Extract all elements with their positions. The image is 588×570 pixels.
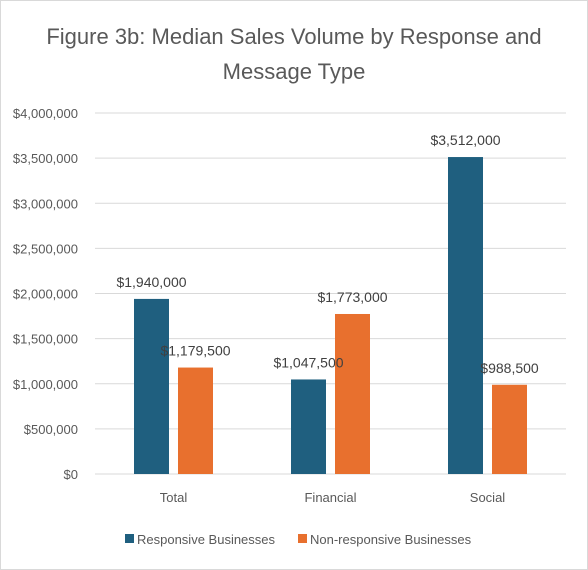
y-tick-label: $500,000 <box>24 422 78 437</box>
y-tick-label: $2,000,000 <box>13 287 78 302</box>
y-tick-label: $0 <box>64 467 78 482</box>
data-label: $1,773,000 <box>317 289 387 305</box>
y-tick-label: $1,500,000 <box>13 332 78 347</box>
y-axis-tick-labels: $0 $500,000 $1,000,000 $1,500,000 $2,000,000… <box>13 106 78 482</box>
bar <box>492 384 527 474</box>
legend-label: Non-responsive Businesses <box>310 532 472 547</box>
data-labels: $1,940,000 $1,179,500 $1,047,500 $1,773,000… <box>116 132 538 376</box>
chart-title-line: Figure 3b: Median Sales Volume by Respon… <box>46 24 541 49</box>
data-label: $3,512,000 <box>430 132 500 148</box>
data-label: $1,940,000 <box>116 274 186 290</box>
legend-label: Responsive Businesses <box>137 532 276 547</box>
y-tick-label: $3,500,000 <box>13 151 78 166</box>
legend-swatch <box>298 534 307 543</box>
y-tick-label: $4,000,000 <box>13 106 78 121</box>
y-tick-label: $2,500,000 <box>13 241 78 256</box>
x-category-label: Financial <box>304 490 356 505</box>
chart-title-line: Message Type <box>223 59 366 84</box>
bar <box>134 298 169 474</box>
data-label: $1,047,500 <box>273 354 343 370</box>
gridlines <box>95 112 566 475</box>
bar <box>178 367 213 474</box>
x-axis-category-labels: Total Financial Social <box>160 490 506 505</box>
legend-swatch <box>125 534 134 543</box>
bar <box>335 313 370 474</box>
data-label: $988,500 <box>480 360 539 376</box>
chart-title: Figure 3b: Median Sales Volume by Respon… <box>46 24 541 84</box>
x-category-label: Total <box>160 490 188 505</box>
y-tick-label: $3,000,000 <box>13 196 78 211</box>
legend: Responsive Businesses Non-responsive Busi… <box>125 532 472 547</box>
bars <box>134 157 527 475</box>
y-tick-label: $1,000,000 <box>13 377 78 392</box>
data-label: $1,179,500 <box>160 343 230 359</box>
bar <box>448 157 483 475</box>
x-category-label: Social <box>470 490 506 505</box>
bar <box>291 379 326 474</box>
